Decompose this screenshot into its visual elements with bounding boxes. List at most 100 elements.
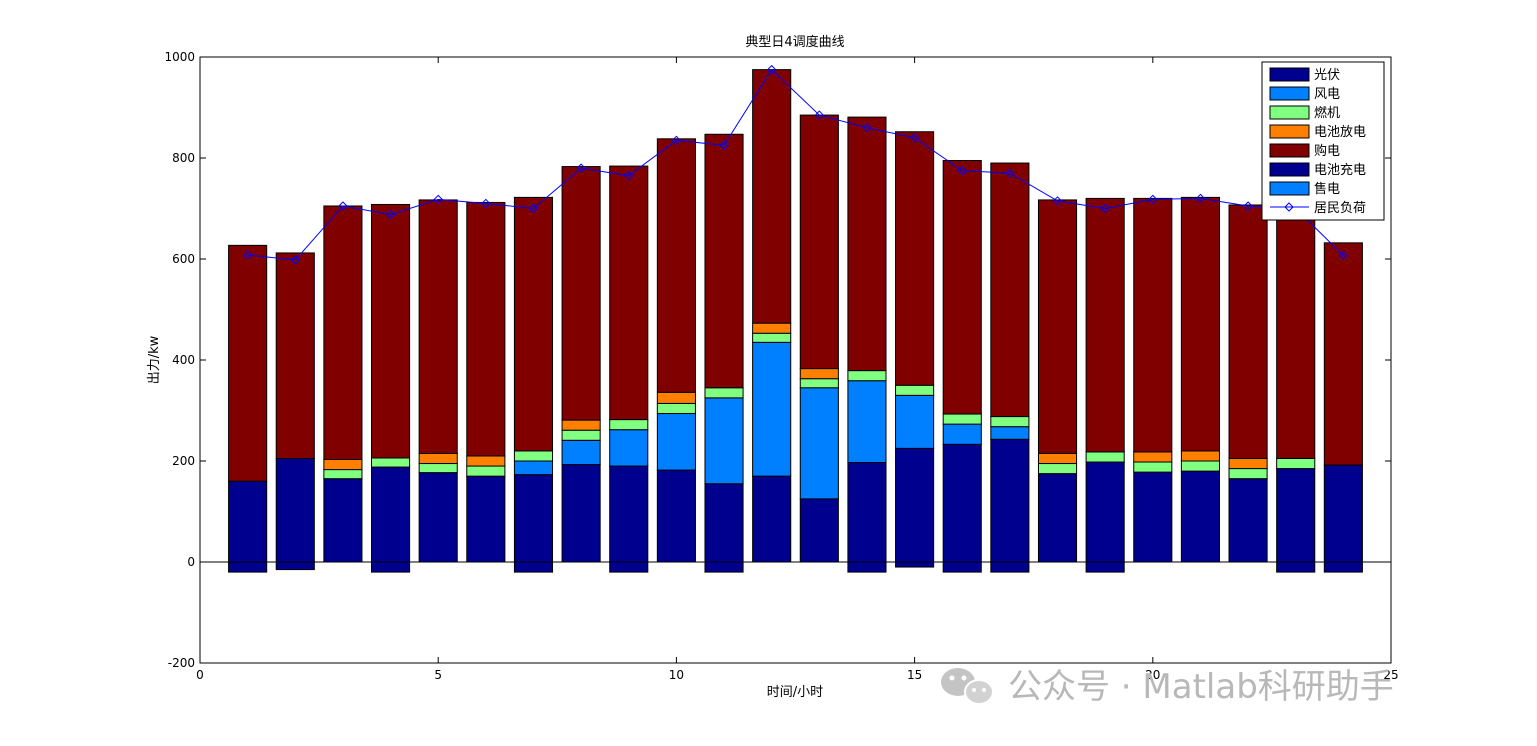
- load-point-x16: [957, 165, 967, 176]
- load-point-x8: [576, 163, 586, 173]
- bar-segment-6-x1: [228, 561, 268, 573]
- bar-segment-3-x14: [847, 370, 887, 382]
- bar-segment-4-x13: [799, 368, 839, 380]
- load-point-x19: [1100, 203, 1110, 214]
- load-line: [247, 68, 1344, 261]
- bar-segment-5-x3: [323, 205, 363, 460]
- legend-swatch-5: [1269, 143, 1310, 158]
- legend-label-1: 光伏: [1314, 68, 1340, 83]
- bar-segment-1-x12: [752, 475, 792, 563]
- y-tick-label: -200: [168, 656, 195, 670]
- load-point-x5: [433, 194, 443, 205]
- bar-segment-5-x1: [228, 244, 268, 482]
- legend-swatch-6: [1269, 162, 1310, 177]
- bar-segment-5-x18: [1037, 199, 1078, 454]
- bar-segment-2-x15: [895, 394, 935, 449]
- legend-label-4: 电池放电: [1314, 125, 1366, 140]
- bar-segment-5-x21: [1180, 196, 1220, 452]
- bar-segment-5-x13: [799, 114, 839, 370]
- legend-swatch-1: [1269, 67, 1310, 82]
- bar-segment-3-x19: [1085, 451, 1125, 463]
- legend-label-7: 售电: [1314, 181, 1340, 197]
- bar-segment-1-x3: [323, 478, 363, 563]
- legend-label-6: 电池充电: [1314, 162, 1366, 178]
- bar-segment-1-x24: [1323, 464, 1363, 563]
- y-tick-label: 0: [187, 555, 195, 569]
- bar-segment-3-x8: [561, 429, 601, 441]
- legend-swatch-3: [1269, 105, 1310, 120]
- bar-segment-5-x14: [847, 116, 887, 372]
- legend-label-2: 风电: [1314, 87, 1340, 102]
- bar-segment-4-x10: [656, 391, 696, 404]
- y-axis-title: 出力/kw: [147, 335, 162, 384]
- bar-segment-4-x18: [1037, 452, 1078, 465]
- bar-segment-5-x2: [275, 252, 315, 459]
- bar-segment-3-x16: [942, 413, 982, 425]
- bar-segment-3-x15: [895, 384, 935, 396]
- bar-segment-4-x12: [752, 322, 792, 334]
- bar-segment-6-x2: [275, 561, 315, 571]
- bar-segment-5-x5: [418, 199, 458, 454]
- legend-swatch-2: [1269, 86, 1310, 101]
- bar-segment-1-x17: [990, 438, 1030, 563]
- bar-segment-1-x22: [1228, 478, 1268, 563]
- load-point-x14: [862, 122, 872, 133]
- bar-segment-6-x23: [1276, 561, 1316, 573]
- load-point-x22: [1243, 201, 1253, 211]
- bar-segment-2-x12: [752, 341, 792, 477]
- bar-segment-5-x11: [704, 133, 744, 389]
- load-point-x18: [1052, 196, 1063, 206]
- load-point-x20: [1148, 194, 1158, 205]
- y-tick-label: 1000: [164, 50, 195, 64]
- bar-segment-1-x4: [371, 466, 411, 563]
- bar-segment-1-x5: [418, 472, 458, 563]
- y-tick-label: 200: [172, 454, 195, 468]
- bar-segment-3-x13: [799, 378, 839, 389]
- load-point-x3: [338, 201, 348, 211]
- bar-segment-3-x21: [1180, 460, 1220, 472]
- bar-segment-3-x4: [371, 457, 411, 468]
- bar-segment-5-x4: [371, 203, 411, 459]
- bar-segment-5-x15: [895, 131, 935, 386]
- legend-swatch-7: [1269, 181, 1310, 196]
- watermark: 公众号 · Matlab科研助手: [941, 667, 1394, 707]
- bar-segment-3-x11: [704, 387, 744, 399]
- legend-swatch-4: [1269, 124, 1310, 139]
- bar-segment-4-x3: [323, 458, 363, 471]
- bar-segment-1-x7: [513, 474, 554, 563]
- bar-segment-5-x19: [1085, 197, 1125, 453]
- bar-segment-5-x17: [990, 162, 1030, 418]
- bar-segment-4-x22: [1228, 457, 1268, 470]
- bar-segment-3-x20: [1133, 461, 1173, 473]
- bar-segment-5-x8: [561, 166, 601, 421]
- bar-segment-5-x20: [1133, 197, 1173, 453]
- bar-segment-2-x17: [990, 426, 1030, 440]
- bar-segment-5-x7: [513, 196, 554, 452]
- bar-segment-3-x17: [990, 416, 1030, 428]
- load-point-x24: [1338, 250, 1349, 261]
- bar-segment-1-x11: [704, 483, 744, 563]
- bar-segment-1-x21: [1180, 470, 1220, 563]
- bar-segment-1-x8: [561, 464, 601, 563]
- load-point-x11: [719, 140, 729, 151]
- legend-label-3: 燃机: [1314, 105, 1340, 121]
- bar-segment-5-x22: [1228, 204, 1268, 459]
- bar-segment-4-x8: [561, 419, 601, 431]
- x-tick-label: 0: [196, 668, 204, 682]
- bar-segment-3-x6: [466, 465, 506, 477]
- bar-segment-1-x9: [609, 465, 649, 563]
- y-tick-label: 800: [172, 151, 195, 165]
- bar-segment-1-x23: [1276, 468, 1316, 563]
- bar-segment-5-x12: [752, 69, 792, 324]
- bar-segment-5-x9: [609, 165, 649, 421]
- bar-segment-1-x2: [275, 457, 315, 563]
- x-axis-title: 时间/小时: [767, 685, 823, 700]
- bar-segment-1-x1: [228, 480, 268, 563]
- bar-segment-1-x15: [895, 447, 935, 563]
- bar-segment-2-x14: [847, 380, 887, 464]
- bar-segment-6-x16: [942, 561, 982, 573]
- bar-segment-3-x23: [1276, 457, 1316, 470]
